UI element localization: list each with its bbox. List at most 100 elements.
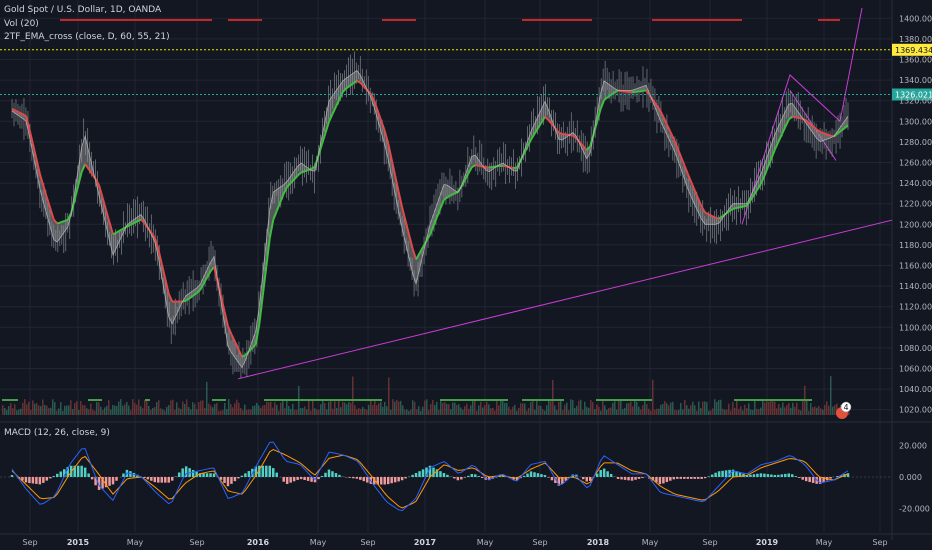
volume-bar [378,403,380,415]
ema-slow-segment [736,206,741,210]
volume-bar [452,402,454,415]
volume-bar [626,403,628,415]
volume-bar [796,402,798,415]
volume-bar [260,407,262,415]
volume-bar [540,405,542,415]
price-axis[interactable]: 1400.000 1380.000 1360.000 1340.000 1320.000… [899,14,932,414]
volume-bar [770,399,772,415]
volume-legend[interactable]: Vol (20) [4,19,39,29]
ema-slow-segment [352,80,358,85]
volume-bar [806,399,808,415]
price-tick-label: 1020.000 [899,406,932,415]
volume-bar [794,406,796,415]
volume-bar [178,407,180,415]
ema-slow-segment [390,159,397,177]
volume-bar [434,404,436,415]
event-badge[interactable]: 4 [836,401,852,419]
ema-slow-segment [56,221,62,225]
ema-slow-segment [799,117,803,120]
volume-bar [746,408,748,415]
volume-bar [196,409,198,415]
volume-bar [584,401,586,415]
ema-slow-segment [140,218,146,224]
volume-bar [244,404,246,415]
time-axis[interactable]: Sep 2015 May Sep 2016 May Sep 2017 May Sep 2018 May… [22,538,887,547]
volume-bar [380,401,382,415]
volume-bar [762,399,764,415]
volume-bar [710,410,712,415]
volume-bar [314,408,316,415]
volume-bar [428,410,430,415]
macd-legend[interactable]: MACD (12, 26, close, 9) [4,428,110,438]
volume-bar [524,403,526,415]
volume-bar [472,399,474,415]
ema-slow-segment [530,133,536,141]
volume-bar [642,405,644,415]
volume-bar [364,408,366,415]
volume-bar [348,401,350,415]
volume-bar [208,403,210,415]
ema-slow-segment [558,131,563,135]
volume-bar [566,402,568,415]
ema-slow-segment [349,82,354,87]
volume-bar [780,407,782,415]
volume-bar [488,404,490,415]
ema-slow-segment [729,207,734,212]
volume-bar [546,405,548,415]
volume-bar [290,408,292,415]
volume-bar [430,404,432,415]
ema-slow-segment [289,178,295,184]
ema-slow-segment [586,145,591,151]
ema-slow-segment [823,132,828,136]
volume-bar [788,402,790,415]
ema-slow-segment [300,170,305,174]
ema-slow-segment [380,120,386,132]
volume-bar [792,402,794,415]
volume-bar [564,404,566,415]
time-tick-label: Sep [872,538,887,547]
volume-bar [576,405,578,415]
volume-bar [528,407,530,415]
volume-bar [306,409,308,415]
price-tick-label: 1380.000 [899,35,932,44]
volume-bar [682,409,684,415]
volume-bar [268,402,270,415]
volume-bar [634,400,636,415]
volume-bar [732,401,734,415]
symbol-title[interactable]: Gold Spot / U.S. Dollar, 1D, OANDA [4,5,162,15]
volume-bar [194,403,196,415]
volume-bar [490,408,492,415]
volume-bar [588,407,590,415]
volume-bar [122,405,124,415]
volume-bar [212,407,214,415]
volume-bar [366,409,368,415]
ema-slow-segment [213,266,219,282]
macd-axis[interactable]: 20.000 0.000 -20.000 [899,442,930,514]
ema-slow-segment [523,146,529,154]
volume-bar [818,406,820,415]
volume-bar [394,401,396,415]
volume-bar [18,409,20,415]
macd-tick-label: 20.000 [899,442,927,451]
volume-bar [764,402,766,415]
volume-bar [418,406,420,415]
volume-bar [28,401,30,415]
volume-bar [664,401,666,415]
volume-bar [834,405,836,415]
time-tick-label: May [642,538,659,547]
ema-slow-segment [345,85,351,90]
volume-bar [252,406,254,415]
price-tick-label: 1280.000 [899,138,932,147]
volume-bar [248,409,250,415]
volume-bar [58,408,60,415]
volume-bar [538,405,540,415]
volume-bar [80,401,82,415]
volume-bar [320,404,322,415]
ema-slow-segment [182,299,187,303]
ema-slow-segment [596,108,602,122]
price-tick-label: 1080.000 [899,344,932,353]
time-tick-label: 2017 [414,538,436,547]
price-tick-label: 1040.000 [899,385,932,394]
ema-legend[interactable]: 2TF_EMA_cross (close, D, 60, 55, 21) [4,32,170,42]
